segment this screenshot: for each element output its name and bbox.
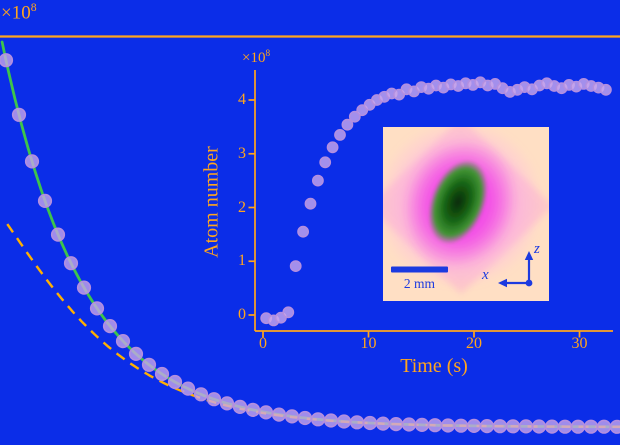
- data-point-marker: [375, 416, 391, 431]
- data-point-marker: [505, 419, 521, 434]
- axis-arrow-x-head: [498, 278, 507, 288]
- inset-y-axis-offset-label: ×108: [242, 49, 271, 67]
- data-point-marker: [11, 107, 27, 122]
- inset-x-tick-label: 30: [571, 335, 588, 352]
- inset-x-tick-label: 10: [360, 335, 377, 352]
- data-point-marker: [50, 227, 66, 242]
- data-point-marker: [271, 407, 287, 422]
- data-point-marker: [282, 306, 295, 319]
- inset-y-tick-label: 0: [238, 306, 246, 323]
- data-point-marker: [336, 414, 352, 429]
- data-point-marker: [219, 396, 235, 411]
- data-point-marker: [466, 418, 482, 434]
- data-point-marker: [583, 419, 599, 434]
- data-point-marker: [600, 83, 612, 96]
- inset-y-tick-label: 2: [238, 198, 246, 216]
- data-point-marker: [518, 419, 534, 434]
- image-axis-x-label: x: [482, 267, 489, 283]
- data-point-marker: [289, 260, 302, 272]
- axis-arrow-z-head: [524, 251, 534, 260]
- main-data-points: [0, 53, 620, 434]
- offset-base: ×10: [242, 50, 266, 66]
- data-point-marker: [479, 419, 495, 434]
- offset-exponent: 8: [30, 1, 37, 14]
- data-point-marker: [141, 357, 157, 372]
- data-point-marker: [326, 141, 339, 154]
- data-point-marker: [167, 374, 183, 390]
- data-point-marker: [297, 225, 309, 238]
- data-point-marker: [557, 419, 573, 434]
- data-point-marker: [115, 334, 131, 349]
- data-point-marker: [310, 412, 326, 427]
- data-point-marker: [311, 174, 324, 187]
- data-point-marker: [414, 417, 430, 433]
- data-point-marker: [284, 409, 300, 424]
- data-point-marker: [609, 419, 620, 434]
- data-point-marker: [297, 410, 313, 426]
- main-y-axis-offset-label: ×108: [1, 1, 37, 24]
- data-point-marker: [258, 405, 274, 420]
- data-point-marker: [440, 418, 456, 433]
- image-axes-indicator: [498, 251, 534, 288]
- data-point-marker: [245, 402, 261, 418]
- data-point-marker: [596, 419, 612, 434]
- data-point-marker: [388, 417, 404, 432]
- data-point-marker: [349, 415, 365, 430]
- data-point-marker: [232, 399, 248, 415]
- inset-axes: [248, 70, 613, 338]
- inset-x-axis-label: Time (s): [400, 355, 468, 377]
- data-point-marker: [427, 418, 443, 433]
- data-point-marker: [531, 419, 547, 434]
- data-point-marker: [206, 392, 222, 407]
- data-point-marker: [323, 413, 339, 428]
- data-point-marker: [76, 280, 92, 295]
- data-point-marker: [319, 156, 332, 169]
- inset-y-tick-label: 1: [238, 252, 246, 270]
- inset-data-points: [260, 76, 612, 327]
- scalebar-label: 2 mm: [403, 276, 436, 291]
- data-point-marker: [341, 118, 354, 131]
- data-point-marker: [180, 381, 196, 396]
- inset-y-tick-label: 4: [238, 91, 246, 108]
- inset-x-tick-label: 20: [466, 335, 482, 352]
- inset-x-tick-label: 0: [259, 335, 267, 352]
- cloud-dense-core: [428, 159, 488, 245]
- data-point-marker: [63, 256, 79, 271]
- data-point-marker: [89, 301, 105, 316]
- inset-y-tick-label: 3: [238, 144, 246, 162]
- data-point-marker: [570, 419, 586, 434]
- data-point-marker: [0, 53, 14, 68]
- data-point-marker: [544, 419, 560, 434]
- data-point-marker: [154, 366, 170, 382]
- axis-origin-dot: [525, 279, 533, 287]
- offset-base: ×10: [1, 2, 31, 24]
- data-point-marker: [362, 415, 378, 431]
- image-axis-z-label: z: [534, 241, 540, 257]
- cloud-image: [383, 127, 549, 301]
- data-point-marker: [193, 387, 209, 402]
- data-point-marker: [102, 319, 118, 334]
- data-point-marker: [304, 197, 317, 210]
- data-point-marker: [492, 419, 508, 434]
- scalebar: [391, 266, 448, 273]
- data-point-marker: [24, 154, 40, 169]
- data-point-marker: [348, 110, 361, 123]
- data-point-marker: [128, 346, 144, 362]
- data-point-marker: [334, 128, 346, 141]
- offset-exponent: 8: [265, 49, 271, 59]
- data-point-marker: [37, 193, 53, 208]
- data-point-marker: [401, 417, 417, 432]
- data-point-marker: [453, 418, 469, 433]
